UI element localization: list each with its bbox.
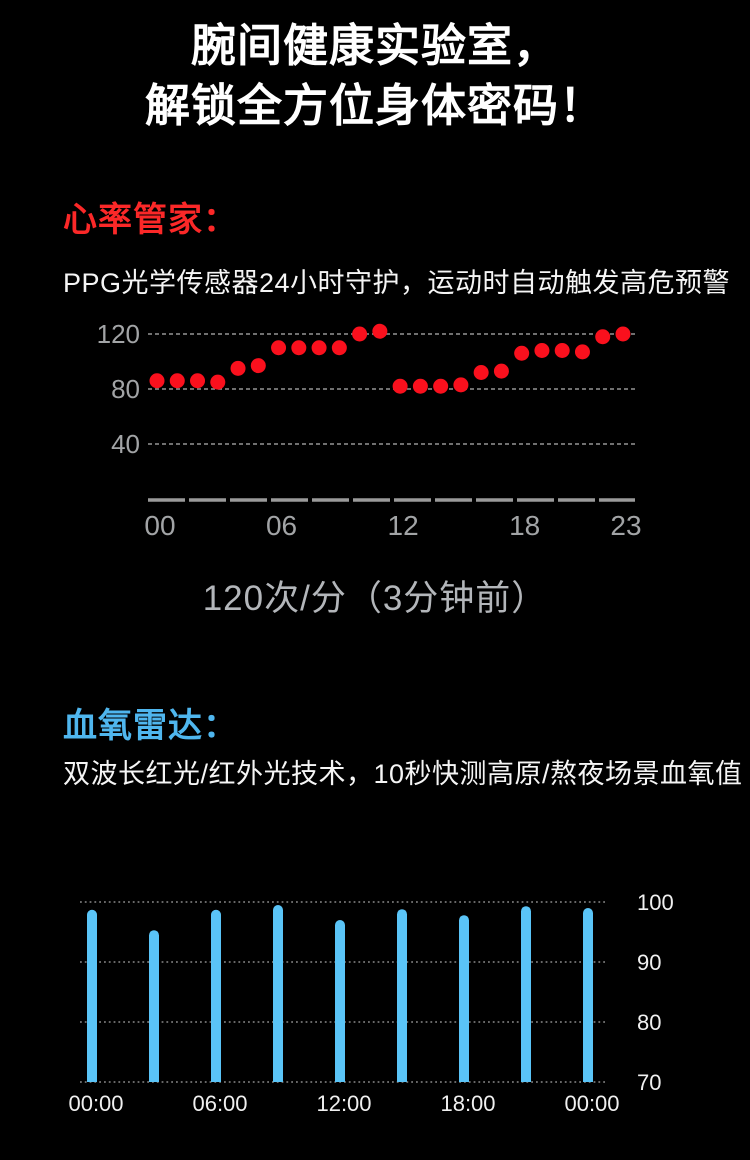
heart-rate-data-point <box>574 344 590 360</box>
spo2-chart-xtick-label: 00:00 <box>68 1091 123 1116</box>
spo2-bar <box>397 909 407 1082</box>
heart-rate-reading-caption: 120次/分（3分钟前） <box>202 579 548 618</box>
heart-rate-data-point <box>291 340 307 356</box>
spo2-section-description: 双波长红光/红外光技术，10秒快测高原/熬夜场景血氧值 <box>63 759 743 789</box>
heart-rate-data-point <box>412 378 428 394</box>
spo2-bar <box>149 930 159 1082</box>
heart-rate-data-point <box>271 340 287 356</box>
spo2-chart-ytick-label: 70 <box>637 1070 661 1095</box>
heart-rate-data-point <box>311 340 327 356</box>
page-title: 腕间健康实验室， 解锁全方位身体密码！ <box>0 16 750 136</box>
heart-rate-data-point <box>372 323 388 339</box>
spo2-bar <box>459 915 469 1082</box>
heart-rate-data-point <box>169 373 185 389</box>
heart-rate-data-point <box>352 326 368 342</box>
heart-rate-data-point <box>250 358 266 374</box>
heart-chart-xtick-label: 00 <box>144 510 175 541</box>
heart-chart-xtick-label: 18 <box>509 510 540 541</box>
spo2-chart-ytick-label: 100 <box>637 890 674 915</box>
page-title-line2: 解锁全方位身体密码！ <box>144 80 605 131</box>
spo2-bar <box>211 909 221 1082</box>
spo2-chart-ytick-label: 90 <box>637 950 661 975</box>
spo2-bar <box>583 908 593 1082</box>
heart-rate-data-point <box>595 329 611 345</box>
spo2-chart: 100 90 80 70 00:00 06:00 12:00 18:00 00:00 <box>68 890 674 1116</box>
heart-rate-data-point <box>190 373 206 389</box>
heart-rate-section-heading: 心率管家： <box>63 201 238 239</box>
heart-chart-xtick-label: 06 <box>266 510 297 541</box>
heart-rate-data-point <box>210 374 226 390</box>
spo2-section-heading: 血氧雷达： <box>63 707 238 745</box>
page-title-line1: 腕间健康实验室， <box>190 20 559 71</box>
spo2-bar <box>273 905 283 1082</box>
heart-rate-data-point <box>534 343 550 358</box>
heart-chart-ytick-label: 80 <box>111 374 140 404</box>
heart-chart-xtick-label: 23 <box>610 510 641 541</box>
heart-rate-data-point <box>453 377 469 393</box>
heart-rate-data-point <box>514 345 530 361</box>
heart-chart-xtick-label: 12 <box>388 510 419 541</box>
spo2-bar <box>335 920 345 1082</box>
heart-rate-data-point <box>493 363 509 379</box>
spo2-chart-xtick-label: 12:00 <box>316 1091 371 1116</box>
spo2-chart-xtick-label: 06:00 <box>192 1091 247 1116</box>
spo2-bar <box>87 909 97 1082</box>
heart-rate-data-point <box>331 340 347 356</box>
spo2-chart-xtick-label: 00:00 <box>564 1091 619 1116</box>
heart-rate-data-point <box>433 378 449 394</box>
heart-rate-data-point <box>230 360 246 376</box>
spo2-chart-xtick-label: 18:00 <box>440 1091 495 1116</box>
spo2-bar <box>521 906 531 1082</box>
heart-rate-chart: 120 80 40 00 06 12 18 23 <box>97 319 642 541</box>
heart-rate-section-description: PPG光学传感器24小时守护，运动时自动触发高危预警 <box>63 268 731 298</box>
heart-rate-data-point <box>149 373 165 389</box>
heart-chart-ytick-label: 120 <box>97 319 140 349</box>
heart-rate-data-point <box>554 343 570 358</box>
heart-rate-data-point <box>473 365 489 380</box>
heart-rate-data-point <box>392 378 408 394</box>
spo2-chart-ytick-label: 80 <box>637 1010 661 1035</box>
heart-rate-data-point <box>615 326 631 342</box>
heart-chart-ytick-label: 40 <box>111 429 140 459</box>
